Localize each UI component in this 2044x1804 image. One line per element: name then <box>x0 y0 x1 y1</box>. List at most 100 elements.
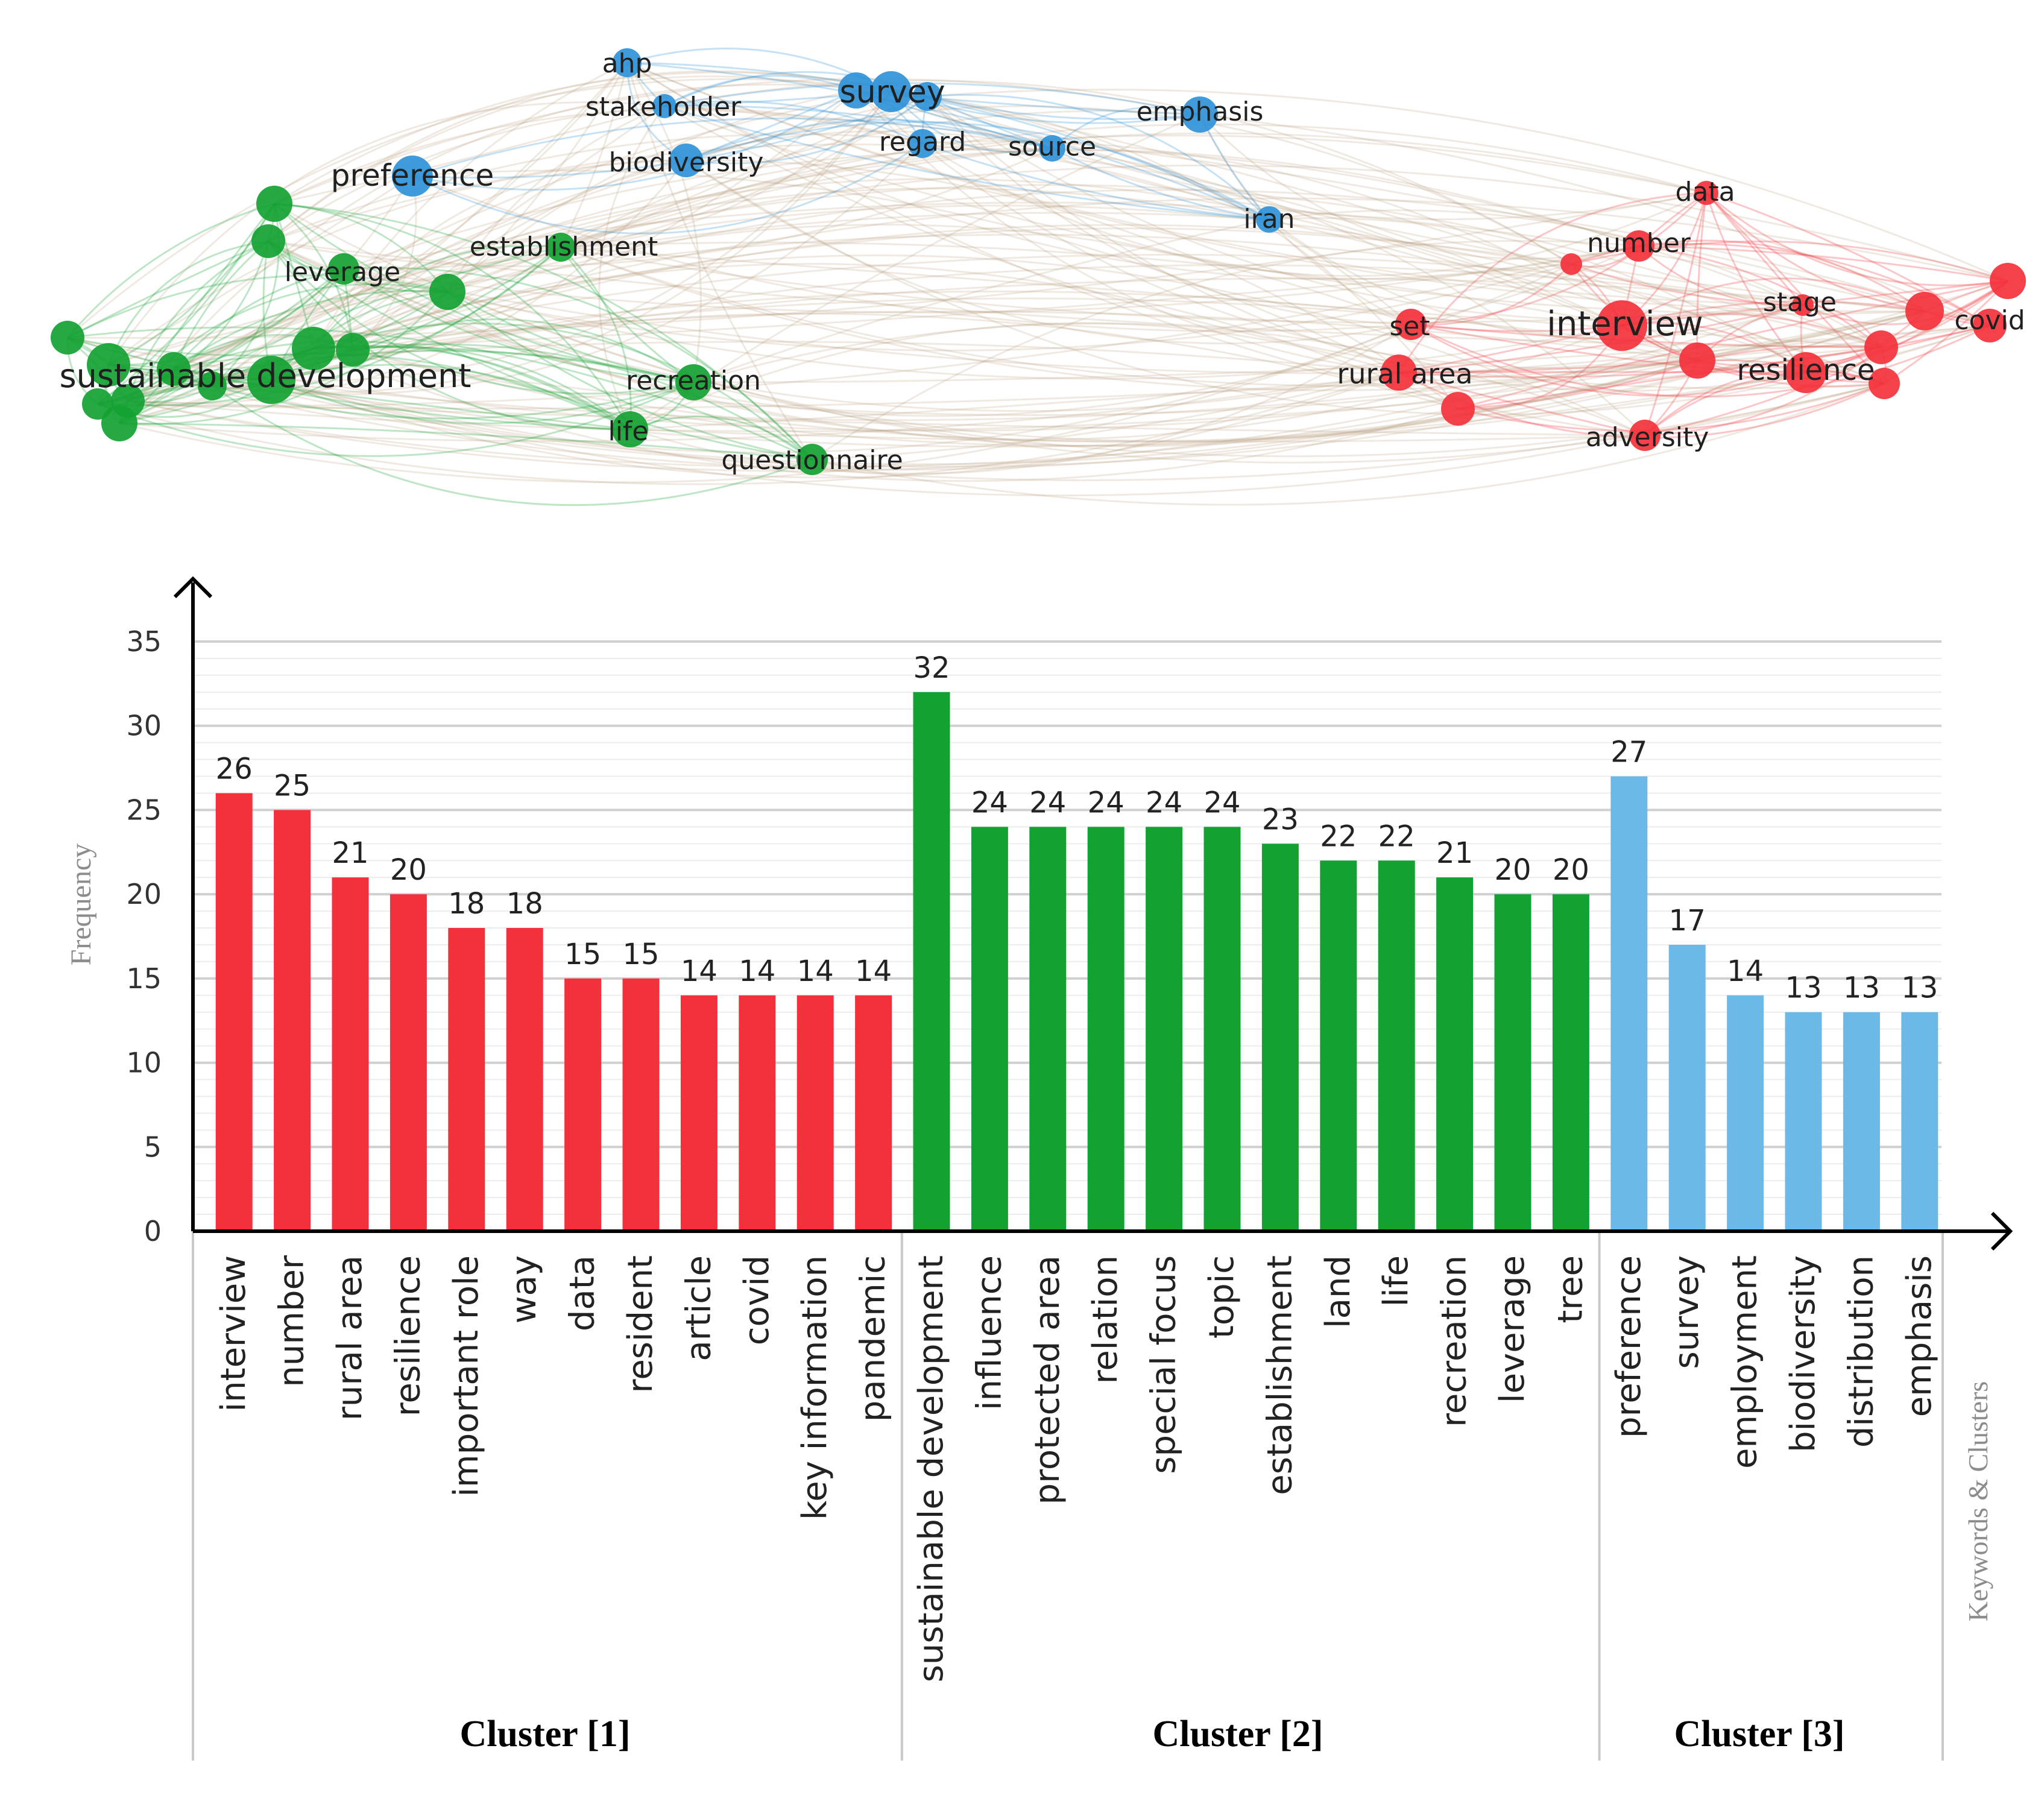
net-label-iran: iran <box>1243 204 1295 235</box>
category-label: influence <box>970 1255 1009 1410</box>
bar-value-label: 14 <box>739 954 775 988</box>
network-edge <box>268 75 857 242</box>
bar-value-label: 14 <box>855 954 892 988</box>
network-node <box>1694 181 1718 205</box>
category-label: emphasis <box>1900 1255 1939 1417</box>
network-edge <box>629 428 1645 443</box>
bar-value-label: 32 <box>913 651 950 685</box>
network-edge <box>1199 113 1990 327</box>
network-edge <box>626 62 1645 437</box>
bar-value-label: 20 <box>390 853 427 887</box>
network-edge <box>352 343 813 461</box>
category-label: key information <box>795 1255 834 1520</box>
network-edge <box>313 254 1645 437</box>
category-label: land <box>1319 1255 1358 1328</box>
bar <box>448 928 485 1231</box>
network-edge <box>271 379 1645 497</box>
bar-value-label: 20 <box>1553 853 1589 887</box>
network-node <box>1039 135 1065 162</box>
network-edge <box>97 381 694 457</box>
bar-value-label: 13 <box>1843 971 1880 1005</box>
bar <box>1261 844 1299 1231</box>
bar-value-label: 17 <box>1669 904 1706 938</box>
network-node <box>1869 368 1900 399</box>
network-edge <box>560 247 694 383</box>
net-label-questionnaire: questionnaire <box>721 445 903 476</box>
network-edge <box>927 89 2008 282</box>
network-edge <box>686 119 1053 162</box>
network-edge <box>97 277 1925 405</box>
category-tick-labels: interview number rural area resilience impor… <box>214 1255 1939 1682</box>
network-edge <box>67 240 269 339</box>
network-edge <box>108 268 345 366</box>
network-edge <box>313 347 1459 482</box>
bar <box>1436 877 1474 1231</box>
category-label: life <box>1377 1255 1416 1307</box>
category-label: pandemic <box>854 1255 893 1422</box>
network-edge <box>97 246 561 407</box>
network-edge <box>67 326 813 461</box>
network-edge <box>127 304 1803 472</box>
bar-value-labels: 26 25 21 20 18 18 15 15 14 14 14 14 32 24 24 24 24 24 23 22… <box>216 651 1938 1005</box>
network-edge <box>412 117 1053 177</box>
network-edge <box>127 160 687 405</box>
network-edge <box>1638 245 1803 306</box>
bar <box>971 827 1008 1231</box>
network-nodes <box>51 48 2026 475</box>
network-edge <box>274 203 449 292</box>
network-edge <box>108 159 687 366</box>
bar-value-label: 18 <box>448 887 485 921</box>
network-edge <box>446 62 628 293</box>
network-edge <box>67 336 213 387</box>
net-label-stage: stage <box>1763 287 1837 318</box>
network-edge <box>172 268 344 370</box>
network-edge <box>119 323 1412 484</box>
network-edge <box>1398 192 1707 373</box>
network-edge <box>127 95 928 402</box>
bar <box>913 692 950 1231</box>
network-edge <box>664 105 1885 390</box>
network-edge <box>1705 192 1885 385</box>
network-edge <box>560 204 1885 385</box>
network-edge <box>686 95 928 165</box>
network-edge <box>926 96 1412 326</box>
network-edge <box>891 90 1707 221</box>
network-edge <box>267 241 631 430</box>
network-edge <box>274 203 694 383</box>
network-edge <box>629 323 1412 475</box>
network-edge <box>891 90 1885 385</box>
network-edge <box>66 203 275 338</box>
network-edge <box>173 164 2008 370</box>
network-edge <box>352 175 417 351</box>
network-edge <box>560 246 1882 348</box>
network-edge <box>1571 263 1803 306</box>
network-edge <box>1051 106 1200 150</box>
category-label: distribution <box>1841 1255 1881 1448</box>
network-edge <box>1644 280 2008 437</box>
network-edge <box>629 324 1990 430</box>
network-edge <box>1621 322 1806 374</box>
network-node <box>251 224 285 258</box>
network-node <box>292 327 335 370</box>
y-tick-label: 10 <box>126 1047 162 1079</box>
net-label-biodiversity: biodiversity <box>609 147 764 178</box>
network-edge <box>119 371 1399 443</box>
network-edge <box>212 91 892 394</box>
network-edge <box>693 218 1270 383</box>
bar-value-label: 24 <box>1203 786 1240 819</box>
frequency-bar-chart: 26 25 21 20 18 18 15 15 14 14 14 14 32 24 24 24 24 24 23 22… <box>65 576 2013 1761</box>
network-node <box>1990 263 2026 299</box>
network-edge <box>97 245 1639 407</box>
network-edge <box>560 90 892 248</box>
bar-value-label: 14 <box>1727 954 1764 988</box>
network-edge <box>173 184 1882 370</box>
network-edge <box>343 268 1990 374</box>
network-edge <box>1052 147 1270 221</box>
bar <box>1727 995 1764 1231</box>
network-edge <box>1410 323 1806 397</box>
category-label: important role <box>447 1255 486 1497</box>
category-label: data <box>563 1255 602 1331</box>
network-edge <box>1697 345 1882 362</box>
bar-value-label: 24 <box>971 786 1008 819</box>
